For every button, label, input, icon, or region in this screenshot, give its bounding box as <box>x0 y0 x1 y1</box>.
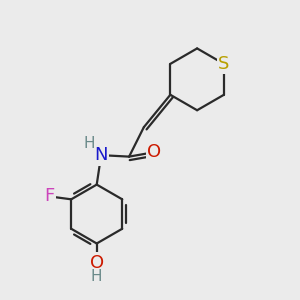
Text: N: N <box>94 146 108 164</box>
Text: H: H <box>83 136 94 152</box>
Text: F: F <box>44 188 54 206</box>
Text: O: O <box>90 254 104 272</box>
Text: H: H <box>91 269 103 284</box>
Text: O: O <box>147 143 161 161</box>
Text: S: S <box>218 55 230 73</box>
